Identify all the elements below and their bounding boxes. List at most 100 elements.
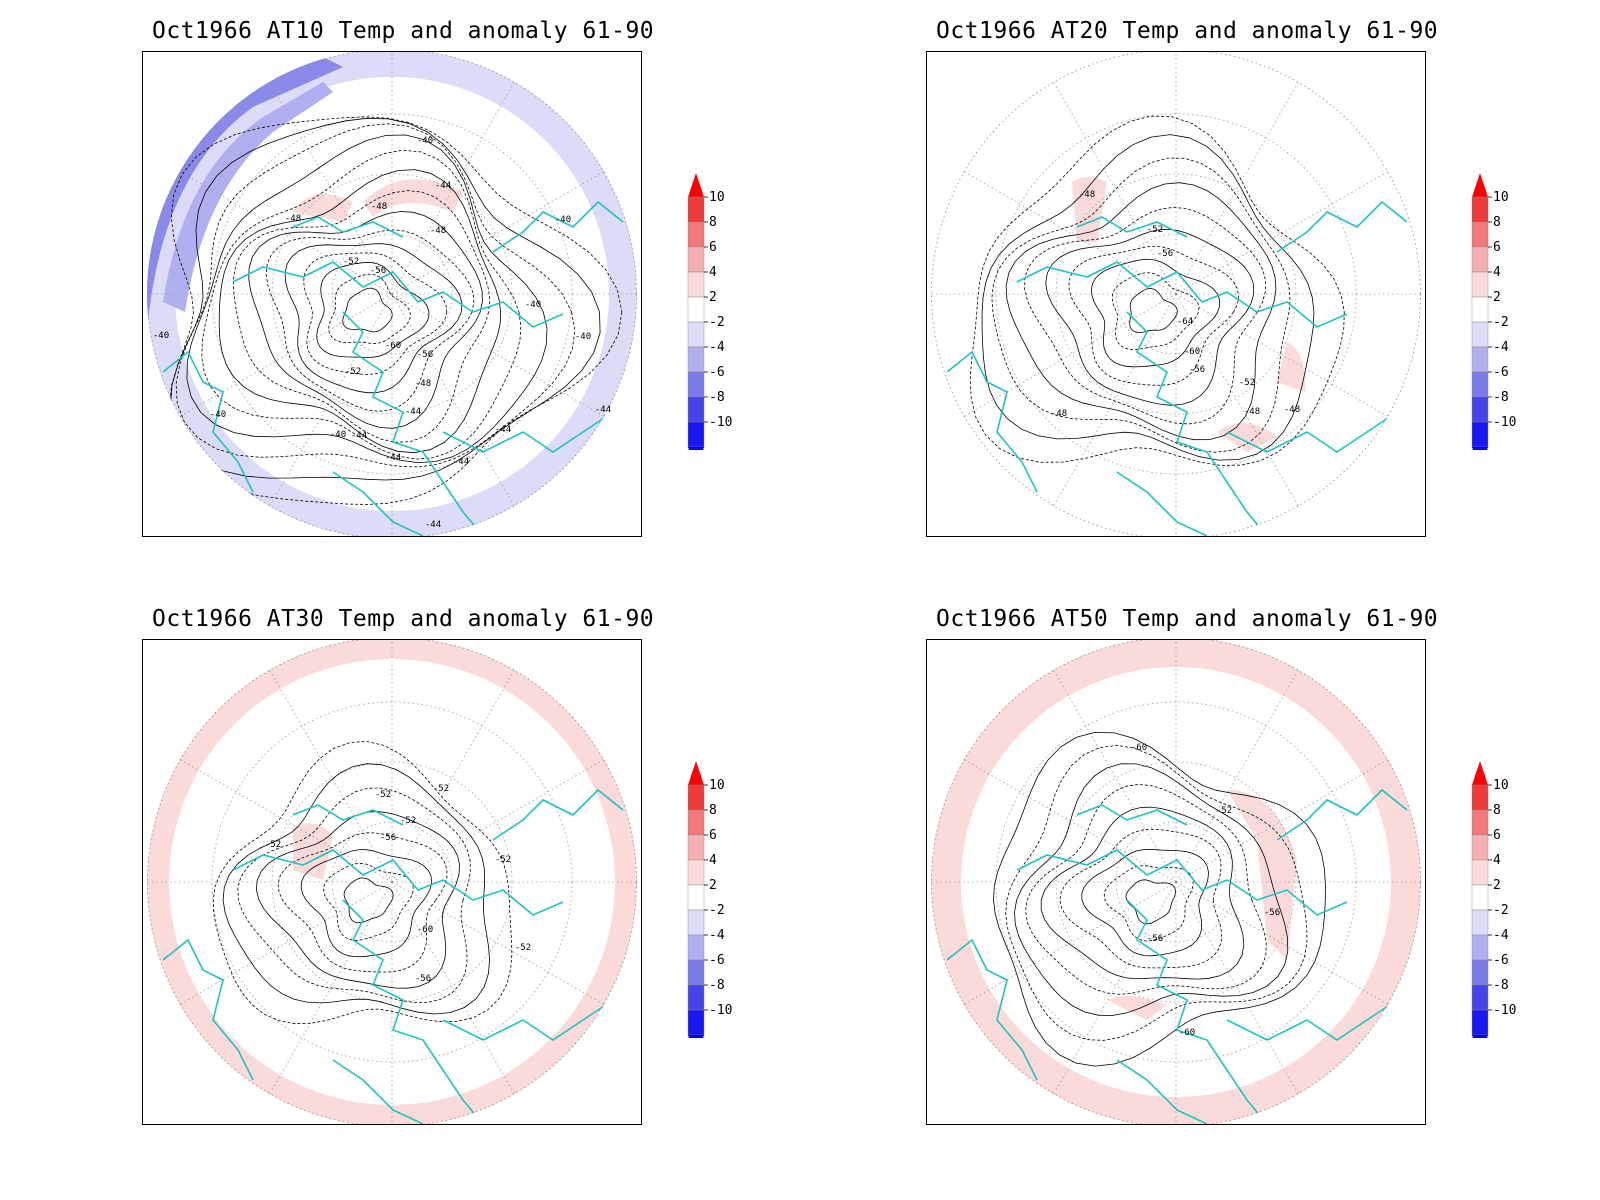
- temperature-contour: [1103, 865, 1194, 942]
- meridian-line: [1175, 293, 1299, 507]
- meridian-line: [1175, 759, 1389, 883]
- contour-label: -52: [495, 855, 511, 865]
- panel-title: Oct1966 AT50 Temp and anomaly 61-90: [936, 606, 1439, 632]
- contour-label: -52: [345, 367, 361, 377]
- colorbar-swatch: [1471, 271, 1489, 298]
- meridian-line: [1053, 881, 1177, 1095]
- meridian-line: [1053, 669, 1177, 883]
- temperature-contour: [186, 134, 548, 464]
- colorbar-tick-label: -2: [709, 903, 725, 918]
- contour-label: -40: [417, 136, 433, 146]
- colorbar-swatch: [1471, 909, 1489, 936]
- colorbar-tick-label: -6: [1493, 365, 1509, 380]
- temperature-contour: [168, 116, 623, 505]
- meridian-line: [391, 171, 605, 295]
- colorbar-tick-label: -2: [1493, 903, 1509, 918]
- contour-label: -44: [405, 407, 421, 417]
- contour-label: -60: [1184, 347, 1200, 357]
- map-boundary: [931, 52, 1421, 536]
- contour-label: -56: [1189, 365, 1205, 375]
- panel-title: Oct1966 AT20 Temp and anomaly 61-90: [936, 18, 1439, 44]
- latitude-circle: [271, 173, 513, 415]
- map-panel-at20: -48 -52 -56 -64 -60 -56 -52 -48 -48 -48: [926, 51, 1426, 537]
- temperature-contour: [1068, 246, 1240, 386]
- colorbar-tick-label: 8: [709, 803, 717, 818]
- temperature-contour: [1111, 272, 1200, 351]
- contour-label: -48: [1284, 405, 1300, 415]
- colorbar-arrow-top: [688, 173, 704, 197]
- meridian-line: [179, 881, 393, 1005]
- meridian-line: [391, 759, 605, 883]
- colorbar-tick-label: -8: [709, 978, 725, 993]
- anomaly-colorbar: 10 8 6 4 2 -2 -4 -6 -8 -10: [1464, 170, 1534, 471]
- temperature-contour: [303, 252, 448, 375]
- anomaly-warm-region: [363, 179, 463, 217]
- latitude-circle: [1055, 173, 1297, 415]
- temperature-contour: [201, 149, 522, 460]
- coastline: [332, 1059, 424, 1124]
- temperature-contour: [316, 261, 430, 358]
- colorbar-swatch: [687, 246, 705, 273]
- contour-label: -52: [343, 257, 359, 267]
- contour-label: -52: [375, 790, 391, 800]
- colorbar-swatch: [1471, 221, 1489, 248]
- colorbar-swatch: [687, 421, 705, 448]
- contour-label: -56: [417, 350, 433, 360]
- contour-label: -52: [265, 840, 281, 850]
- temperature-contour: [1040, 806, 1245, 980]
- contour-label: -48: [1051, 409, 1067, 419]
- colorbar-tick-label: 6: [709, 240, 717, 255]
- coastline: [162, 938, 254, 1081]
- colorbar-swatch: [687, 296, 705, 323]
- colorbar-tick-label: 2: [709, 290, 717, 305]
- latitude-circle: [1055, 761, 1297, 1003]
- contour-label: -48: [430, 226, 446, 236]
- colorbar-swatch: [1471, 421, 1489, 448]
- meridian-line: [963, 171, 1177, 295]
- temperature-contour: [1045, 228, 1255, 406]
- coastline: [332, 471, 424, 536]
- coastline: [946, 350, 1038, 493]
- colorbar-swatch: [1471, 396, 1489, 423]
- temperature-contour: [300, 849, 433, 958]
- coastline: [1076, 216, 1188, 238]
- meridian-line: [1175, 669, 1299, 883]
- temperature-contour: [277, 832, 448, 973]
- coastline: [442, 999, 614, 1041]
- colorbar-tick-label: -10: [709, 1003, 732, 1018]
- colorbar-tick-label: 4: [1493, 853, 1501, 868]
- colorbar-swatch: [687, 1009, 705, 1036]
- colorbar-swatch: [1471, 296, 1489, 323]
- coastline: [946, 938, 1038, 1081]
- coastline: [1276, 200, 1408, 253]
- contour-label: -40: [153, 331, 169, 341]
- colorbar-swatch: [1471, 859, 1489, 886]
- colorbar-swatch: [687, 809, 705, 836]
- temperature-contour: [255, 811, 461, 989]
- meridian-line: [391, 669, 515, 883]
- colorbar-swatch: [1471, 809, 1489, 836]
- coastline: [162, 350, 254, 493]
- colorbar-tick-label: -8: [1493, 978, 1509, 993]
- temperature-contour: [175, 123, 576, 468]
- colorbar-swatch: [1471, 346, 1489, 373]
- coastline: [292, 216, 404, 238]
- coastline: [492, 788, 624, 841]
- map-panel-at30: -52 -52 -52 -56 -52 -52 -60 -56 -52: [142, 639, 642, 1125]
- colorbar-swatch: [1471, 959, 1489, 986]
- temperature-contour: [265, 229, 475, 412]
- colorbar-arrow-bottom: [1472, 447, 1488, 471]
- colorbar-swatch: [1471, 884, 1489, 911]
- temperature-contour: [969, 115, 1345, 466]
- contour-label: -56: [415, 974, 431, 984]
- meridian-line: [1053, 81, 1177, 295]
- colorbar-tick-label: -10: [709, 415, 732, 430]
- colorbar-tick-label: -4: [1493, 340, 1509, 355]
- meridian-line: [179, 171, 393, 295]
- contour-label: -56: [370, 266, 386, 276]
- contour-label: -44: [385, 453, 401, 463]
- colorbar-tick-label: -4: [709, 928, 725, 943]
- meridian-line: [1175, 293, 1389, 417]
- contour-label: -44: [425, 520, 441, 530]
- contour-label: -48: [415, 379, 431, 389]
